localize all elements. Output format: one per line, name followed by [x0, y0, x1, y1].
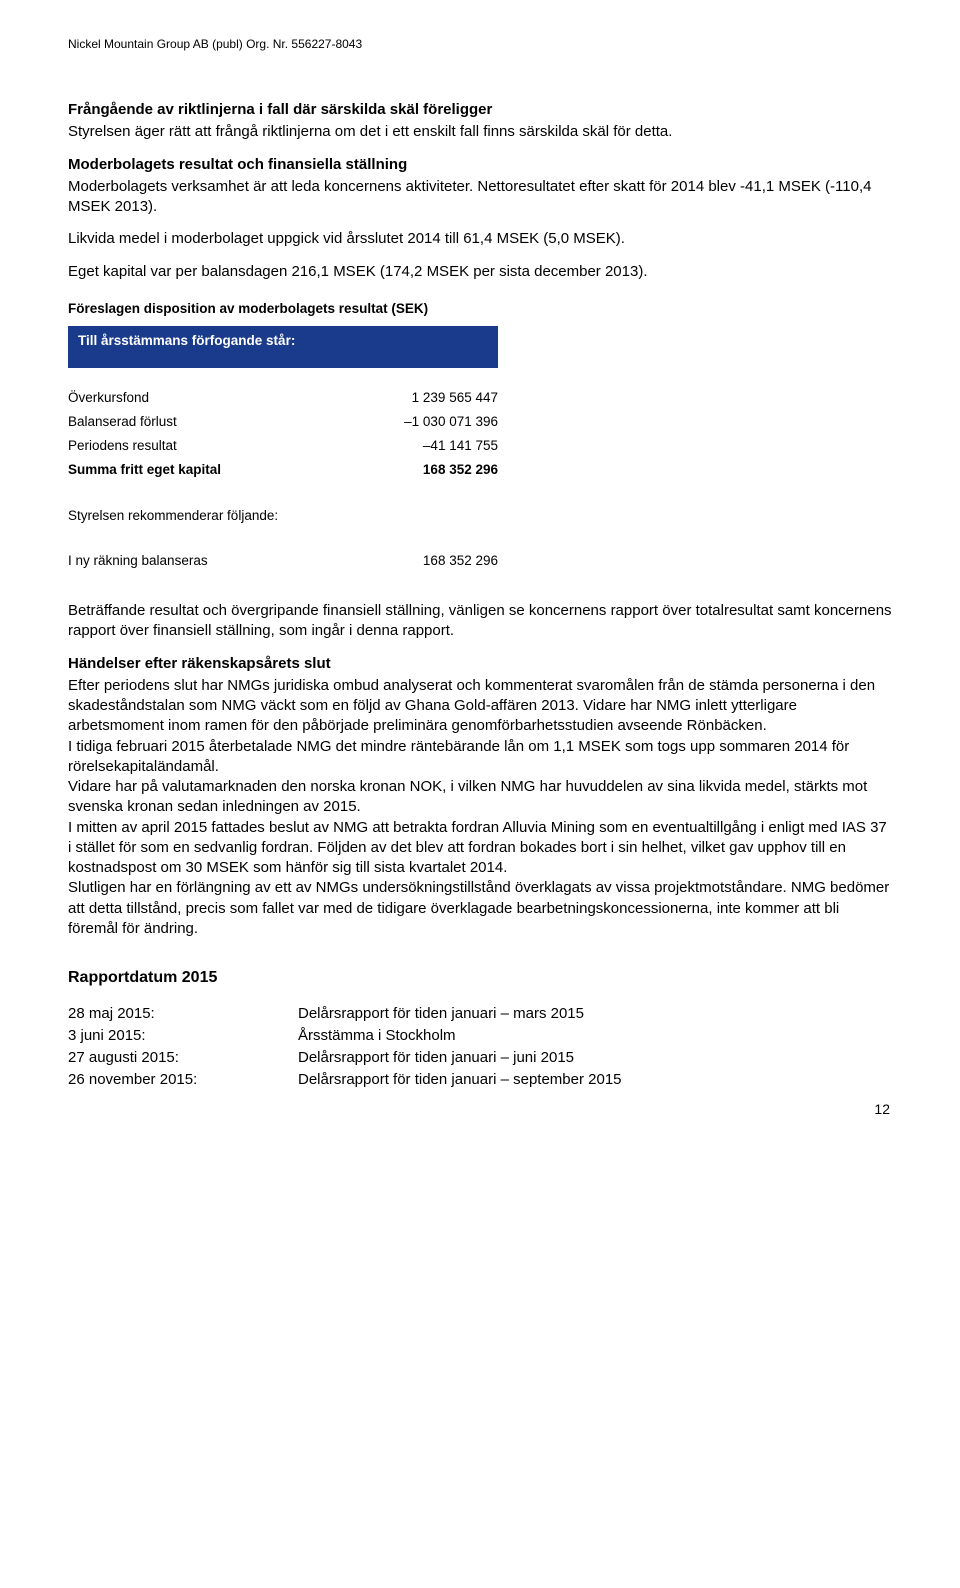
table-row: Överkursfond 1 239 565 447 — [68, 386, 498, 410]
handelser-p3: Vidare har på valutamarknaden den norska… — [68, 777, 892, 818]
date-label: 26 november 2015: — [68, 1069, 298, 1091]
alloc-label: Periodens resultat — [68, 434, 335, 458]
disposition-band-text: Till årsstämmans förfogande står: — [78, 333, 295, 348]
section-heading-moderbolaget: Moderbolagets resultat och finansiella s… — [68, 155, 892, 175]
date-text: Delårsrapport för tiden januari – mars 2… — [298, 1003, 622, 1025]
results-reference-paragraph: Beträffande resultat och övergripande fi… — [68, 601, 892, 642]
recommendation-intro: Styrelsen rekommenderar följande: — [68, 507, 892, 525]
alloc-label: Balanserad förlust — [68, 410, 335, 434]
recommendation-table: I ny räkning balanseras 168 352 296 — [68, 549, 498, 573]
allocation-sum-row: Summa fritt eget kapital 168 352 296 — [68, 458, 498, 482]
report-dates-heading: Rapportdatum 2015 — [68, 967, 892, 989]
table-row: I ny räkning balanseras 168 352 296 — [68, 549, 498, 573]
rec-value: 168 352 296 — [348, 549, 498, 573]
alloc-value: –1 030 071 396 — [335, 410, 498, 434]
date-text: Delårsrapport för tiden januari – septem… — [298, 1069, 622, 1091]
document-page: Nickel Mountain Group AB (publ) Org. Nr.… — [0, 0, 960, 1159]
moderbolaget-p1: Moderbolagets verksamhet är att leda kon… — [68, 177, 892, 218]
handelser-p1: Efter periodens slut har NMGs juridiska … — [68, 676, 892, 737]
table-row: 26 november 2015: Delårsrapport för tide… — [68, 1069, 622, 1091]
section-heading-frangaende: Frångående av riktlinjerna i fall där sä… — [68, 100, 892, 120]
alloc-label: Överkursfond — [68, 386, 335, 410]
section-body-frangaende: Styrelsen äger rätt att frångå riktlinje… — [68, 122, 892, 142]
alloc-value: –41 141 755 — [335, 434, 498, 458]
date-text: Årsstämma i Stockholm — [298, 1025, 622, 1047]
table-row: Periodens resultat –41 141 755 — [68, 434, 498, 458]
alloc-sum-label: Summa fritt eget kapital — [68, 458, 335, 482]
handelser-p2: I tidiga februari 2015 återbetalade NMG … — [68, 737, 892, 778]
handelser-p5: Slutligen har en förlängning av ett av N… — [68, 878, 892, 939]
moderbolaget-p2: Likvida medel i moderbolaget uppgick vid… — [68, 229, 892, 249]
table-row: 27 augusti 2015: Delårsrapport för tiden… — [68, 1047, 622, 1069]
table-row: Balanserad förlust –1 030 071 396 — [68, 410, 498, 434]
table-row: 28 maj 2015: Delårsrapport för tiden jan… — [68, 1003, 622, 1025]
disposition-band: Till årsstämmans förfogande står: — [68, 326, 498, 368]
date-label: 28 maj 2015: — [68, 1003, 298, 1025]
handelser-p4: I mitten av april 2015 fattades beslut a… — [68, 818, 892, 879]
date-label: 3 juni 2015: — [68, 1025, 298, 1047]
date-text: Delårsrapport för tiden januari – juni 2… — [298, 1047, 622, 1069]
alloc-sum-value: 168 352 296 — [335, 458, 498, 482]
moderbolaget-p3: Eget kapital var per balansdagen 216,1 M… — [68, 262, 892, 282]
page-header: Nickel Mountain Group AB (publ) Org. Nr.… — [68, 36, 892, 52]
page-number: 12 — [68, 1100, 892, 1119]
date-label: 27 augusti 2015: — [68, 1047, 298, 1069]
section-heading-handelser: Händelser efter räkenskapsårets slut — [68, 654, 892, 674]
table-row: 3 juni 2015: Årsstämma i Stockholm — [68, 1025, 622, 1047]
report-dates-table: 28 maj 2015: Delårsrapport för tiden jan… — [68, 1003, 622, 1092]
rec-label: I ny räkning balanseras — [68, 549, 348, 573]
alloc-value: 1 239 565 447 — [335, 386, 498, 410]
disposition-title: Föreslagen disposition av moderbolagets … — [68, 300, 892, 318]
allocation-table: Överkursfond 1 239 565 447 Balanserad fö… — [68, 386, 498, 483]
